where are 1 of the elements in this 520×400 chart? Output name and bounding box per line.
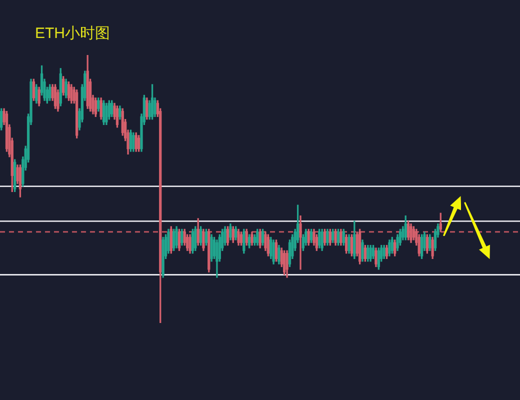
chart-title: ETH小时图 (35, 25, 110, 42)
